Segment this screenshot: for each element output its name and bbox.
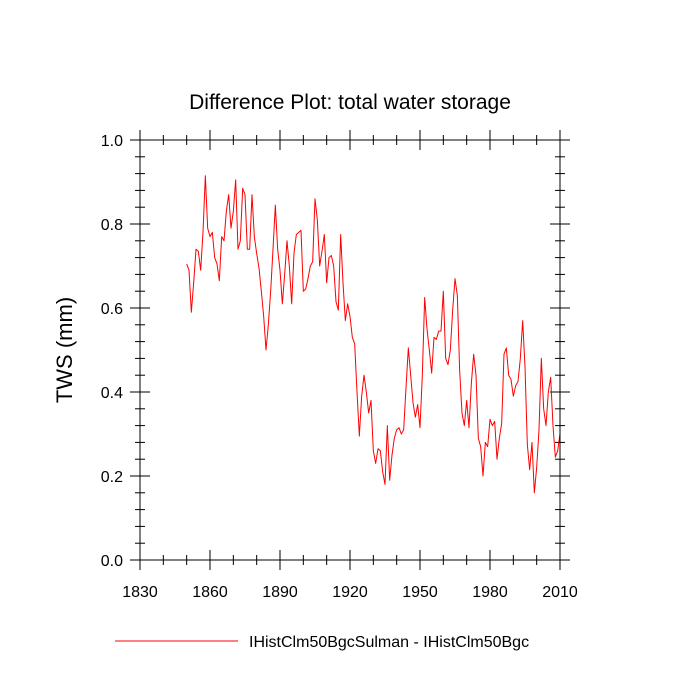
y-tick-label: 0.0 <box>101 553 123 570</box>
x-tick-label: 1920 <box>332 584 368 601</box>
minor-ticks <box>135 135 565 565</box>
legend-label: IHistClm50BgcSulman - IHistClm50Bgc <box>249 634 529 651</box>
y-tick-label: 0.4 <box>101 385 123 402</box>
y-tick-labels: 0.0 0.2 0.4 0.6 0.8 1.0 <box>101 133 123 570</box>
x-tick-label: 1830 <box>122 584 158 601</box>
x-tick-label: 1980 <box>472 584 508 601</box>
x-tick-label: 1860 <box>192 584 228 601</box>
x-tick-label: 1950 <box>402 584 438 601</box>
y-tick-label: 0.6 <box>101 301 123 318</box>
y-tick-label: 1.0 <box>101 133 123 150</box>
y-tick-label: 0.8 <box>101 217 123 234</box>
x-tick-label: 1890 <box>262 584 298 601</box>
legend: IHistClm50BgcSulman - IHistClm50Bgc <box>115 634 529 651</box>
x-tick-labels: 1830 1860 1890 1920 1950 1980 2010 <box>122 584 578 601</box>
series-group <box>186 175 561 494</box>
y-axis-label: TWS (mm) <box>52 297 77 403</box>
major-ticks <box>130 130 570 570</box>
plot-frame <box>139 139 561 561</box>
series-line-0 <box>186 175 561 494</box>
x-tick-label: 2010 <box>542 584 578 601</box>
chart-title: Difference Plot: total water storage <box>189 91 511 114</box>
y-tick-label: 0.2 <box>101 469 123 486</box>
